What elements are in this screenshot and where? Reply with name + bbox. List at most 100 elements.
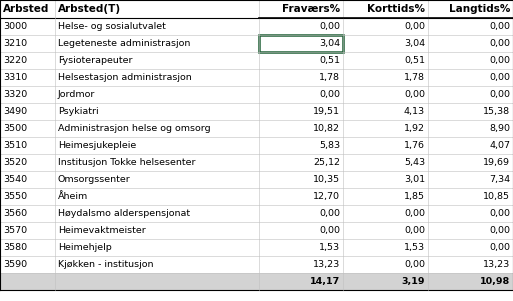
Bar xyxy=(428,171,513,188)
Text: 25,12: 25,12 xyxy=(313,158,340,167)
Text: Jordmor: Jordmor xyxy=(58,90,95,99)
Bar xyxy=(55,239,259,256)
Bar xyxy=(428,222,513,239)
Bar xyxy=(0,239,55,256)
Text: 0,00: 0,00 xyxy=(404,22,425,31)
Bar xyxy=(428,188,513,205)
Text: Helse- og sosialutvalet: Helse- og sosialutvalet xyxy=(58,22,166,31)
Bar xyxy=(343,154,428,171)
Bar xyxy=(55,35,259,52)
Text: 7,34: 7,34 xyxy=(489,175,510,184)
Text: Fraværs%: Fraværs% xyxy=(282,4,340,14)
Bar xyxy=(55,222,259,239)
Text: 1,85: 1,85 xyxy=(404,192,425,201)
Bar xyxy=(343,52,428,69)
Bar xyxy=(343,273,428,290)
Bar xyxy=(343,86,428,103)
Text: Arbsted: Arbsted xyxy=(3,4,49,14)
Text: 0,00: 0,00 xyxy=(489,243,510,252)
Text: Administrasjon helse og omsorg: Administrasjon helse og omsorg xyxy=(58,124,211,133)
Text: 19,69: 19,69 xyxy=(483,158,510,167)
Text: 15,38: 15,38 xyxy=(483,107,510,116)
Text: 0,51: 0,51 xyxy=(404,56,425,65)
Bar xyxy=(259,69,343,86)
Text: 5,43: 5,43 xyxy=(404,158,425,167)
Bar xyxy=(55,0,259,18)
Bar xyxy=(343,256,428,273)
Bar xyxy=(428,273,513,290)
Text: Åheim: Åheim xyxy=(58,192,88,201)
Bar xyxy=(0,273,55,290)
Bar xyxy=(428,137,513,154)
Text: 0,00: 0,00 xyxy=(489,90,510,99)
Bar xyxy=(0,256,55,273)
Bar xyxy=(55,86,259,103)
Text: 0,00: 0,00 xyxy=(489,39,510,48)
Bar xyxy=(259,35,343,52)
Bar xyxy=(428,0,513,18)
Text: 10,85: 10,85 xyxy=(483,192,510,201)
Bar xyxy=(343,103,428,120)
Text: 3500: 3500 xyxy=(3,124,27,133)
Bar xyxy=(0,18,55,35)
Bar xyxy=(0,154,55,171)
Bar xyxy=(259,154,343,171)
Bar xyxy=(0,69,55,86)
Text: 1,92: 1,92 xyxy=(404,124,425,133)
Bar xyxy=(428,154,513,171)
Text: Korttids%: Korttids% xyxy=(367,4,425,14)
Text: 0,00: 0,00 xyxy=(404,90,425,99)
Bar xyxy=(55,273,259,290)
Bar xyxy=(259,0,343,18)
Text: 0,00: 0,00 xyxy=(404,226,425,235)
Bar xyxy=(428,120,513,137)
Text: 3220: 3220 xyxy=(3,56,27,65)
Bar xyxy=(259,188,343,205)
Text: 1,53: 1,53 xyxy=(404,243,425,252)
Bar xyxy=(259,18,343,35)
Bar xyxy=(259,239,343,256)
Bar xyxy=(428,205,513,222)
Bar xyxy=(343,69,428,86)
Bar xyxy=(55,154,259,171)
Bar xyxy=(55,188,259,205)
Text: 3560: 3560 xyxy=(3,209,27,218)
Text: 3320: 3320 xyxy=(3,90,27,99)
Text: Langtids%: Langtids% xyxy=(449,4,510,14)
Text: 13,23: 13,23 xyxy=(313,260,340,269)
Text: Høydalsmo alderspensjonat: Høydalsmo alderspensjonat xyxy=(58,209,190,218)
Text: 0,00: 0,00 xyxy=(404,260,425,269)
Text: 0,00: 0,00 xyxy=(319,90,340,99)
Bar xyxy=(428,239,513,256)
Bar xyxy=(428,256,513,273)
Text: 0,00: 0,00 xyxy=(404,209,425,218)
Text: Helsestasjon administrasjon: Helsestasjon administrasjon xyxy=(58,73,192,82)
Text: 0,00: 0,00 xyxy=(489,56,510,65)
Text: 3580: 3580 xyxy=(3,243,27,252)
Text: 12,70: 12,70 xyxy=(313,192,340,201)
Bar xyxy=(55,171,259,188)
Bar xyxy=(259,137,343,154)
Text: 1,76: 1,76 xyxy=(404,141,425,150)
Bar xyxy=(259,205,343,222)
Bar xyxy=(259,52,343,69)
Text: 0,00: 0,00 xyxy=(489,209,510,218)
Text: 3590: 3590 xyxy=(3,260,27,269)
Text: 5,83: 5,83 xyxy=(319,141,340,150)
Bar xyxy=(428,18,513,35)
Text: 3,04: 3,04 xyxy=(319,39,340,48)
Bar xyxy=(259,86,343,103)
Bar xyxy=(0,222,55,239)
Bar xyxy=(0,137,55,154)
Bar xyxy=(259,103,343,120)
Text: Psykiatri: Psykiatri xyxy=(58,107,98,116)
Bar xyxy=(55,137,259,154)
Bar xyxy=(55,52,259,69)
Text: Heimehjelp: Heimehjelp xyxy=(58,243,112,252)
Bar xyxy=(55,103,259,120)
Bar xyxy=(428,86,513,103)
Bar xyxy=(0,0,55,18)
Bar xyxy=(343,18,428,35)
Text: Heimesjukepleie: Heimesjukepleie xyxy=(58,141,136,150)
Text: Kjøkken - institusjon: Kjøkken - institusjon xyxy=(58,260,153,269)
